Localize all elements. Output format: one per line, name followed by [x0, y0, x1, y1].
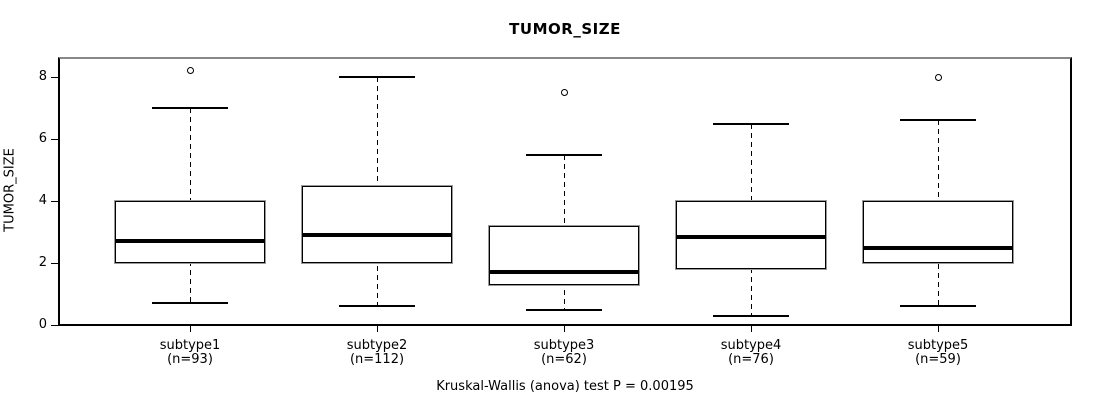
x-label-name: subtype5 [907, 338, 969, 353]
stat-test-caption: Kruskal-Wallis (anova) test P = 0.00195 [436, 379, 694, 394]
y-tick-mark [51, 200, 58, 202]
box-subtype5 [862, 200, 1014, 264]
y-tick-label: 2 [38, 255, 47, 270]
y-tick-label: 4 [38, 193, 47, 208]
x-label-name: subtype1 [159, 338, 221, 353]
outlier-point [186, 67, 194, 75]
x-tick-mark [376, 326, 378, 332]
x-tick-mark [563, 326, 565, 332]
x-label-count: (n=62) [541, 352, 587, 367]
whisker-cap-lower [526, 308, 602, 311]
whisker-cap-lower [900, 305, 976, 308]
median-line [302, 233, 452, 238]
x-label-count: (n=59) [915, 352, 961, 367]
y-tick-label: 6 [38, 131, 47, 146]
whisker-cap-upper [152, 107, 228, 109]
y-tick-mark [51, 76, 58, 78]
x-tick-mark [937, 326, 939, 332]
median-line [489, 270, 639, 275]
x-group-label: subtype1 (n=93) [110, 339, 270, 367]
plot-frame [58, 57, 1072, 326]
x-group-label: subtype4 (n=76) [671, 339, 831, 367]
y-tick-label: 0 [38, 317, 47, 332]
x-label-name: subtype4 [720, 338, 782, 353]
median-line [115, 239, 265, 244]
chart-title: TUMOR_SIZE [509, 20, 621, 38]
x-tick-mark [750, 326, 752, 332]
y-tick-mark [51, 262, 58, 264]
x-label-count: (n=76) [728, 352, 774, 367]
x-label-count: (n=93) [167, 352, 213, 367]
median-line [863, 245, 1013, 250]
outlier-point [934, 73, 942, 81]
x-label-count: (n=112) [349, 352, 405, 367]
whisker-cap-lower [152, 302, 228, 305]
x-tick-mark [189, 326, 191, 332]
y-tick-label: 8 [38, 69, 47, 84]
median-line [676, 234, 826, 239]
x-group-label: subtype2 (n=112) [297, 339, 457, 367]
whisker-cap-upper [900, 119, 976, 122]
x-label-name: subtype2 [346, 338, 408, 353]
whisker-cap-upper [526, 153, 602, 156]
whisker-cap-lower [713, 314, 789, 317]
x-label-name: subtype3 [533, 338, 595, 353]
whisker-cap-upper [339, 76, 415, 78]
box-subtype2 [301, 184, 453, 264]
y-tick-mark [51, 324, 58, 326]
outlier-point [560, 89, 568, 96]
box-subtype3 [488, 224, 640, 286]
whisker-cap-lower [339, 305, 415, 308]
y-tick-mark [51, 138, 58, 140]
box-subtype1 [114, 200, 266, 264]
x-group-label: subtype3 (n=62) [484, 339, 644, 367]
whisker-cap-upper [713, 122, 789, 125]
x-group-label: subtype5 (n=59) [858, 339, 1018, 367]
